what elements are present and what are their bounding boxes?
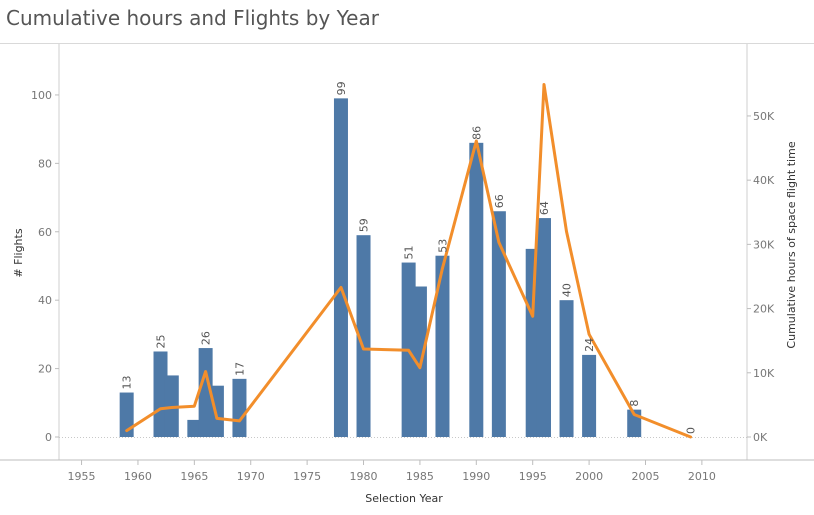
- bar-1992: [491, 211, 506, 437]
- y-tick-label: 60: [38, 226, 52, 239]
- bar-value-label: 13: [121, 376, 134, 390]
- y2-tick-label: 40K: [753, 174, 775, 187]
- x-tick-label: 1990: [462, 470, 490, 483]
- plot-frame: [0, 44, 814, 461]
- bar-1990: [469, 142, 484, 437]
- y-tick-label: 0: [45, 431, 52, 444]
- bar-value-label: 26: [200, 331, 213, 345]
- bar-1978: [333, 98, 348, 437]
- y2-tick-label: 0K: [753, 431, 768, 444]
- bar-1965: [187, 419, 202, 437]
- x-tick-label: 1965: [180, 470, 208, 483]
- bar-2000: [582, 354, 597, 437]
- bar-value-label: 59: [358, 218, 371, 232]
- y2-tick-label: 30K: [753, 238, 775, 251]
- bar-1995: [525, 248, 540, 437]
- bar-1966: [198, 348, 213, 437]
- x-tick-label: 2005: [631, 470, 659, 483]
- bar-value-label: 0: [685, 427, 698, 434]
- bar-value-label: 8: [628, 400, 641, 407]
- x-tick-label: 1985: [406, 470, 434, 483]
- y-tick-label: 100: [31, 89, 52, 102]
- bar-value-label: 25: [155, 334, 168, 348]
- y-axis-title: # Flights: [12, 228, 25, 277]
- bar-1980: [356, 235, 371, 437]
- y2-tick-label: 10K: [753, 367, 775, 380]
- y2-tick-label: 50K: [753, 110, 775, 123]
- bar-value-label: 51: [403, 246, 416, 260]
- y2-axis-title: Cumulative hours of space flight time: [785, 141, 798, 348]
- bar-value-label: 86: [470, 126, 483, 140]
- title-divider: [0, 43, 814, 44]
- bar-1959: [119, 392, 134, 437]
- x-tick-label: 1975: [293, 470, 321, 483]
- x-tick-label: 1955: [68, 470, 96, 483]
- x-tick-label: 1960: [124, 470, 152, 483]
- cumulative-hours-line: [125, 83, 693, 439]
- bar-1998: [559, 300, 574, 437]
- y2-tick-label: 20K: [753, 303, 775, 316]
- bar-value-label: 99: [335, 81, 348, 95]
- bar-value-label: 66: [493, 194, 506, 208]
- x-tick-label: 1970: [237, 470, 265, 483]
- bar-value-label: 53: [436, 239, 449, 253]
- x-tick-label: 1980: [350, 470, 378, 483]
- chart-title: Cumulative hours and Flights by Year: [6, 6, 379, 30]
- y-tick-label: 80: [38, 157, 52, 170]
- bar-1969: [232, 378, 247, 437]
- bar-value-label: 17: [233, 362, 246, 376]
- bar-1996: [536, 218, 551, 437]
- y-tick-label: 20: [38, 363, 52, 376]
- bar-value-label: 64: [538, 201, 551, 215]
- x-axis-title: Selection Year: [365, 492, 443, 505]
- bar-1962: [153, 351, 168, 437]
- bar-value-label: 40: [561, 283, 574, 297]
- y-tick-label: 40: [38, 294, 52, 307]
- x-tick-label: 1995: [519, 470, 547, 483]
- bar-1987: [435, 255, 450, 437]
- x-tick-label: 2000: [575, 470, 603, 483]
- x-tick-label: 2010: [688, 470, 716, 483]
- bar-value-label: 24: [583, 338, 596, 352]
